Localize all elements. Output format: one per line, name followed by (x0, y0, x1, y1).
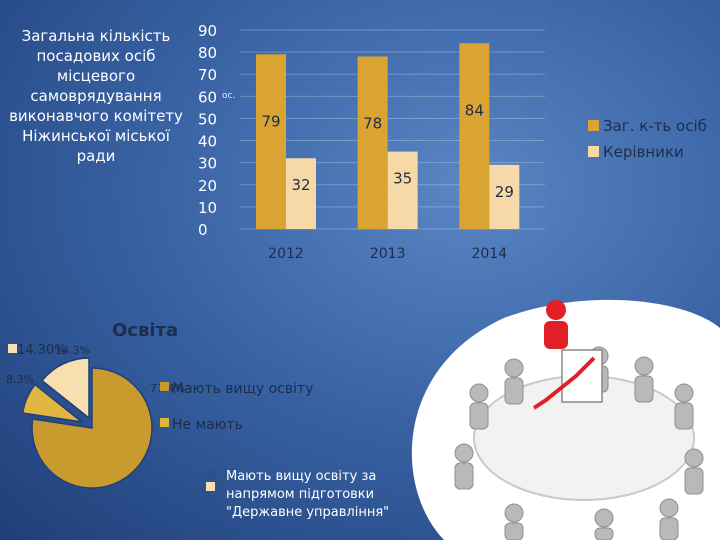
y-axis-ticks: 0 10 20 30 40 50 60 70 80 90 (198, 22, 217, 239)
x-category-label: 2014 (472, 246, 508, 262)
bar-value-label: 78 (363, 115, 382, 133)
y-tick-label: 40 (198, 133, 217, 151)
bar-value-label: 35 (393, 170, 412, 188)
pie-slices (21, 357, 153, 489)
y-tick-label: 10 (198, 199, 217, 217)
bar-value-label: 32 (291, 176, 310, 194)
x-category-label: 2013 (370, 246, 406, 262)
bar-legend: Заг. к-ть осіб Керівники (588, 117, 707, 161)
pie-value-label: 8.3% (6, 373, 34, 386)
pie-slice-2 (41, 357, 90, 420)
pie-value-label: 14.3% (55, 344, 90, 357)
legend-swatch (588, 120, 599, 131)
legend-label: Керівники (603, 143, 684, 161)
pie-legend-swatch (160, 382, 169, 391)
y-tick-label: 0 (198, 221, 208, 239)
y-tick-label: 70 (198, 66, 217, 84)
pie-legend-label: Не мають (172, 417, 243, 433)
legend-marker-label: 14.30% (17, 343, 67, 358)
pie-title: Освіта (112, 320, 178, 341)
bar-1-1 (387, 151, 418, 229)
meeting-illustration (411, 299, 720, 540)
pie-legend-line: "Державне управління" (226, 505, 389, 520)
bar-1-0 (286, 158, 316, 229)
pie-legend-swatch (206, 470, 215, 479)
bar-1-2 (489, 164, 520, 229)
y-tick-label: 30 (198, 155, 217, 173)
legend-swatch (588, 146, 599, 157)
stray-label: ос. (222, 91, 235, 101)
pie-legend-swatch (206, 482, 215, 491)
y-tick-label: 20 (198, 177, 217, 195)
y-tick-label: 50 (198, 110, 217, 128)
legend-label: Заг. к-ть осіб (603, 117, 707, 135)
x-category-label: 2012 (268, 246, 304, 262)
bar-value-label: 79 (261, 112, 280, 130)
bar-0-0 (256, 54, 286, 230)
pie-legend-line: напрямом підготовки (226, 487, 374, 502)
bars: 79 32 78 35 84 29 (256, 43, 520, 230)
bar-0-1 (357, 56, 388, 230)
y-tick-label: 60 (198, 88, 217, 106)
slide-title: Загальна кількість посадових осіб місцев… (9, 27, 183, 165)
pie-legend: Мають вищу освіту Не мають Мають вищу осві… (160, 381, 389, 520)
pie-legend-line: Мають вищу освіту за (226, 469, 376, 484)
pie-chart: Освіта 77.4%8.3%14.3%14.30% Мають вищу о… (6, 320, 389, 520)
y-tick-label: 80 (198, 44, 217, 62)
bar-value-label: 29 (495, 183, 514, 201)
pie-slice-1 (21, 383, 85, 424)
bar-0-2 (459, 43, 490, 230)
x-axis-categories: 2012 2013 2014 (268, 246, 507, 262)
legend-marker (8, 344, 17, 353)
pie-legend-label: Мають вищу освіту (172, 381, 313, 397)
pie-legend-swatch (160, 418, 169, 427)
pie-slice-0 (31, 367, 153, 489)
bar-value-label: 84 (465, 101, 484, 119)
y-tick-label: 90 (198, 22, 217, 40)
